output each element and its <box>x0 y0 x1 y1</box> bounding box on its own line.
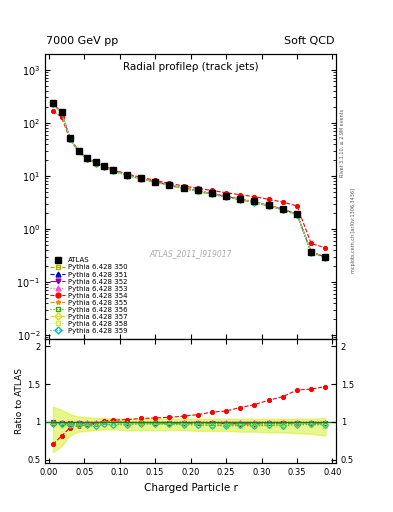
Text: Rivet 3.1.10, ≥ 2.9M events: Rivet 3.1.10, ≥ 2.9M events <box>340 109 345 178</box>
Text: Radial profileρ (track jets): Radial profileρ (track jets) <box>123 62 259 72</box>
Text: mcplots.cern.ch [arXiv:1306.3436]: mcplots.cern.ch [arXiv:1306.3436] <box>351 188 356 273</box>
X-axis label: Charged Particle r: Charged Particle r <box>144 483 237 493</box>
Text: ATLAS_2011_I919017: ATLAS_2011_I919017 <box>149 249 232 258</box>
Text: Soft QCD: Soft QCD <box>285 36 335 46</box>
Text: 7000 GeV pp: 7000 GeV pp <box>46 36 119 46</box>
Y-axis label: Ratio to ATLAS: Ratio to ATLAS <box>15 368 24 434</box>
Legend: ATLAS, Pythia 6.428 350, Pythia 6.428 351, Pythia 6.428 352, Pythia 6.428 353, P: ATLAS, Pythia 6.428 350, Pythia 6.428 35… <box>49 256 129 335</box>
